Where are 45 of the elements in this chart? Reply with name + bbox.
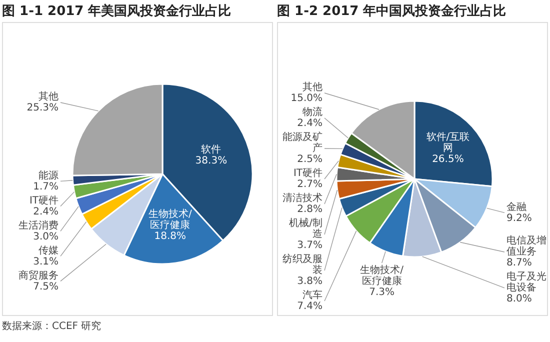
data-label: 1.7% (33, 181, 58, 192)
slice-label: 传媒 (38, 245, 58, 256)
data-label: 3.1% (33, 256, 58, 268)
slice-label: 电信及增值业务 (506, 234, 546, 258)
slice-label: 机械/制造 (289, 217, 322, 240)
source-note: 数据来源：CCEF 研究 (2, 320, 102, 333)
data-label: 2.7% (297, 179, 322, 190)
data-label: 2.4% (33, 206, 58, 218)
slice-label: 生物技术/医疗健康 (360, 264, 404, 288)
slice-label: 物流 (302, 106, 322, 118)
slice-label: 能源及矿产 (282, 131, 322, 154)
slice-label: 软件 (201, 143, 222, 156)
slice-label: 其他 (302, 81, 322, 94)
data-label: 3.0% (33, 231, 58, 242)
data-label: 7.5% (33, 281, 58, 292)
data-label: 38.3% (195, 155, 228, 166)
slice-label: 能源 (38, 169, 58, 182)
data-label: 15.0% (290, 93, 322, 104)
data-label: 7.4% (297, 301, 322, 312)
slice-label: 生物技术/医疗健康 (148, 208, 192, 232)
chart-title: 图 1-1 2017 年美国风投资金行业占比 (2, 2, 232, 21)
data-label: 7.3% (369, 287, 395, 298)
slice-label: 纺织及服装 (282, 253, 322, 276)
data-label: 25.3% (26, 102, 58, 114)
slice-label: 金融 (506, 200, 526, 213)
slice-label: 软件/互联网 (426, 131, 470, 154)
data-label: 2.5% (297, 154, 322, 166)
slice-label: 电子及光电设备 (506, 270, 546, 294)
data-label: 2.8% (297, 204, 322, 216)
data-label: 8.7% (506, 258, 532, 269)
data-label: 8.0% (506, 294, 532, 305)
slice-label: IT硬件 (293, 168, 322, 180)
data-label: 26.5% (432, 154, 464, 166)
slice-label: 商贸服务 (18, 269, 58, 282)
slice-label: 汽车 (302, 289, 322, 302)
slice-label: 生活消费 (18, 219, 58, 232)
slice-label: IT硬件 (29, 195, 58, 206)
data-label: 3.8% (297, 276, 322, 288)
data-label: 9.2% (506, 212, 532, 224)
chart-title: 图 1-2 2017 年中国风投资金行业占比 (277, 3, 508, 21)
data-label: 2.4% (297, 118, 322, 130)
data-label: 3.7% (297, 240, 322, 252)
data-label: 18.8% (154, 231, 186, 242)
slice-label: 其他 (38, 90, 58, 103)
slice-label: 清洁技术 (282, 192, 322, 204)
